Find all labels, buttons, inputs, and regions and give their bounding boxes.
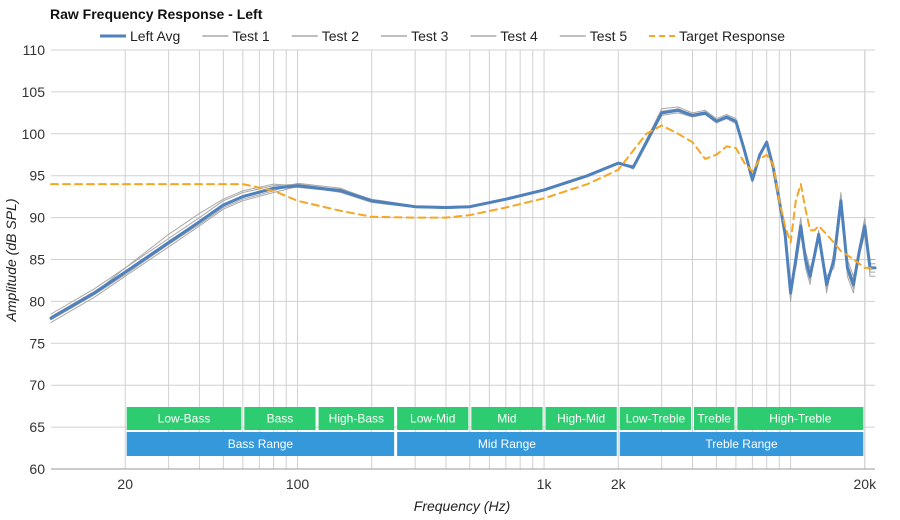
band-top-label: Low-Bass xyxy=(158,412,211,426)
band-top-label: Treble xyxy=(697,412,731,426)
band-top-label: High-Bass xyxy=(329,412,384,426)
y-tick-label: 105 xyxy=(22,84,46,100)
chart-title: Raw Frequency Response - Left xyxy=(50,6,263,22)
legend-item: Test 3 xyxy=(381,28,449,44)
band-top xyxy=(126,407,242,430)
legend-item: Target Response xyxy=(649,28,785,44)
grid-lines xyxy=(51,49,875,470)
band-bottom-label: Mid Range xyxy=(478,437,536,451)
band-top xyxy=(693,407,735,430)
x-tick-label: 20k xyxy=(854,476,878,492)
x-axis-ticks: 20 100 1k 2k 20k xyxy=(117,476,877,492)
x-tick-label: 1k xyxy=(537,476,553,492)
y-tick-label: 75 xyxy=(29,335,45,351)
y-axis-label: Amplitude (dB SPL) xyxy=(3,199,19,323)
band-top-label: Low-Mid xyxy=(410,412,455,426)
y-tick-label: 100 xyxy=(22,126,46,142)
legend-label: Test 5 xyxy=(590,28,628,44)
series-left-avg xyxy=(49,108,877,320)
chart-legend: Left Avg Test 1 Test 2 Test 3 Test 4 Test 5 Ta… xyxy=(100,28,785,44)
band-bottom xyxy=(619,432,864,456)
legend-label: Test 3 xyxy=(411,28,449,44)
y-tick-label: 85 xyxy=(29,252,45,268)
series-test-4 xyxy=(50,110,876,321)
band-top xyxy=(545,407,617,430)
band-top xyxy=(397,407,469,430)
y-tick-label: 90 xyxy=(29,210,45,226)
x-axis-label: Frequency (Hz) xyxy=(414,498,510,514)
y-tick-label: 60 xyxy=(29,461,45,477)
band-top xyxy=(244,407,316,430)
band-top-label: High-Treble xyxy=(769,412,832,426)
band-top-label: High-Mid xyxy=(557,412,605,426)
series-lines xyxy=(49,106,877,323)
series-target-response xyxy=(50,124,876,274)
band-top-label: Low-Treble xyxy=(626,412,686,426)
x-tick-label: 20 xyxy=(117,476,133,492)
legend-item: Test 2 xyxy=(291,28,360,44)
legend-item: Test 1 xyxy=(202,28,270,44)
band-bottom xyxy=(126,432,395,456)
legend-label: Test 1 xyxy=(232,28,270,44)
band-top xyxy=(737,407,864,430)
y-tick-label: 95 xyxy=(29,168,45,184)
series-test-3 xyxy=(50,108,876,319)
band-top-label: Bass xyxy=(267,412,294,426)
y-tick-label: 110 xyxy=(23,42,46,58)
legend-label: Test 4 xyxy=(500,28,538,44)
legend-label: Left Avg xyxy=(130,28,180,44)
y-tick-label: 80 xyxy=(29,293,45,309)
series-test-5 xyxy=(50,109,876,317)
y-axis-ticks: 60 65 70 75 80 85 90 95 100 105 110 xyxy=(22,42,46,477)
x-tick-label: 2k xyxy=(611,476,627,492)
band-bottom xyxy=(397,432,617,456)
band-top xyxy=(619,407,691,430)
legend-item: Test 4 xyxy=(470,28,538,44)
legend-label: Test 2 xyxy=(322,28,360,44)
legend-item: Test 5 xyxy=(559,28,628,44)
band-top xyxy=(318,407,395,430)
legend-label: Target Response xyxy=(679,28,785,44)
band-top-label: Mid xyxy=(497,412,516,426)
y-tick-label: 65 xyxy=(29,419,45,435)
y-tick-label: 70 xyxy=(29,377,45,393)
legend-item: Left Avg xyxy=(100,28,180,44)
band-top xyxy=(471,407,543,430)
band-bottom-label: Treble Range xyxy=(705,437,778,451)
frequency-bands: Low-Bass Bass High-Bass Low-Mid Mid High-Mid L… xyxy=(126,407,864,456)
x-tick-label: 100 xyxy=(286,476,310,492)
band-bottom-label: Bass Range xyxy=(228,437,294,451)
series-test-1 xyxy=(50,106,876,315)
